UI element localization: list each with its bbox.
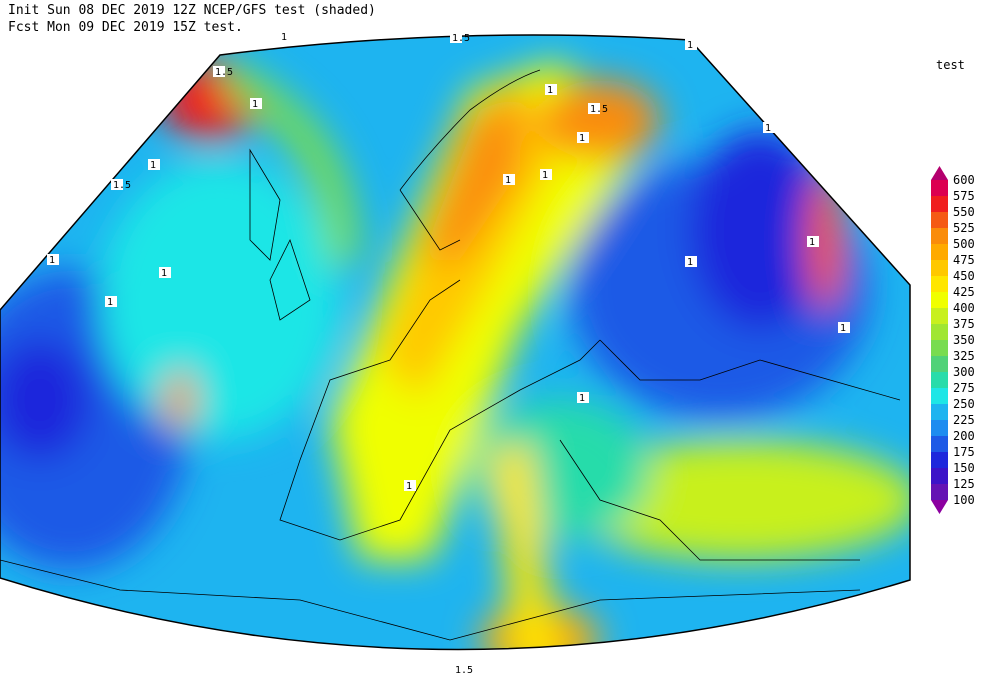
- contour-labels: 1.5 1.5 1.5 1 1 1.5 1 1 1 1 1 1 1 1 1 1 1 1 1 1 1 1.5: [47, 31, 850, 676]
- contour-label: 1: [505, 175, 511, 186]
- contour-label: 1: [252, 99, 258, 110]
- contour-label: 1: [406, 481, 412, 492]
- colorbar: 600 575 550 525 500 475 450 425 400 375 350 325 300 2…: [931, 166, 975, 514]
- map-border: [0, 34, 911, 651]
- contour-label-box: [577, 392, 589, 403]
- colorbar-box: [931, 308, 948, 324]
- colorbar-label: 250: [953, 397, 975, 411]
- colorbar-label: 450: [953, 269, 975, 283]
- contour-label: 1: [809, 237, 815, 248]
- colorbar-box: [931, 404, 948, 420]
- contour-label: 1.5: [452, 33, 470, 44]
- contour-label: 1: [687, 40, 693, 51]
- colorbar-box: [931, 324, 948, 340]
- colorbar-label: 300: [953, 365, 975, 379]
- contour-label: 1: [107, 297, 113, 308]
- contour-label: 1.5: [455, 665, 473, 676]
- contour-label-box: [148, 159, 160, 170]
- contour-label-box: [404, 480, 416, 491]
- contour-label: 1: [579, 133, 585, 144]
- colorbar-box: [931, 180, 948, 196]
- colorbar-box: [931, 484, 948, 500]
- colorbar-box: [931, 436, 948, 452]
- colorbar-box: [931, 356, 948, 372]
- contour-label-box: [807, 236, 819, 247]
- colorbar-label: 225: [953, 413, 975, 427]
- contour-label-box: [213, 66, 225, 77]
- colorbar-label: 500: [953, 237, 975, 251]
- contour-label-box: [763, 122, 775, 133]
- contour-label: 1: [840, 323, 846, 334]
- header-line: Fcst Mon 09 DEC 2019 15Z test.: [8, 20, 243, 35]
- contour-label: 1.5: [113, 180, 131, 191]
- shaded-field: [0, 35, 910, 650]
- contour-label-box: [685, 256, 697, 267]
- contour-label-box: [540, 169, 552, 180]
- colorbar-box: [931, 260, 948, 276]
- contour-label-box: [111, 179, 123, 190]
- contour-label-box: [105, 296, 117, 307]
- contour-label-box: [250, 98, 262, 109]
- colorbar-box: [931, 420, 948, 436]
- colorbar-label: 600: [953, 173, 975, 187]
- colorbar-box: [931, 388, 948, 404]
- coastlines: [0, 69, 901, 641]
- colorbar-label: 175: [953, 445, 975, 459]
- contour-label: 1.5: [590, 104, 608, 115]
- contour-label-box: [159, 267, 171, 278]
- colorbar-label: 150: [953, 461, 975, 475]
- contour-label-box: [577, 132, 589, 143]
- contour-label-box: [545, 84, 557, 95]
- colorbar-box: [931, 340, 948, 356]
- colorbar-label: 125: [953, 477, 975, 491]
- contour-label-box: [279, 31, 291, 42]
- colorbar-box: [931, 212, 948, 228]
- contour-label: 1: [150, 160, 156, 171]
- contour-label-box: [838, 322, 850, 333]
- contour-label: 1: [542, 170, 548, 181]
- contour-label-box: [450, 32, 462, 43]
- contour-label: 1: [281, 32, 287, 43]
- contour-label: 1.5: [215, 67, 233, 78]
- colorbar-box: [931, 276, 948, 292]
- contour-label: 1: [547, 85, 553, 96]
- header-line: Init Sun 08 DEC 2019 12Z NCEP/GFS test (…: [8, 3, 376, 18]
- colorbar-arrow: [931, 166, 948, 180]
- colorbar-label: 525: [953, 221, 975, 235]
- colorbar-box: [931, 468, 948, 484]
- colorbar-label: 275: [953, 381, 975, 395]
- colorbar-label: 350: [953, 333, 975, 347]
- colorbar-label: 425: [953, 285, 975, 299]
- contour-label: 1: [765, 123, 771, 134]
- colorbar-label: 325: [953, 349, 975, 363]
- colorbar-arrow: [931, 500, 948, 514]
- colorbar-label: 475: [953, 253, 975, 267]
- colorbar-box: [931, 196, 948, 212]
- colorbar-label: 575: [953, 189, 975, 203]
- contour-label-box: [453, 664, 465, 675]
- colorbar-label: 375: [953, 317, 975, 331]
- colorbar-label: 200: [953, 429, 975, 443]
- legend-title: test: [936, 58, 965, 72]
- colorbar-box: [931, 372, 948, 388]
- contour-label: 1: [49, 255, 55, 266]
- contour-label: 1: [161, 268, 167, 279]
- contour-label-box: [503, 174, 515, 185]
- contour-label: 1: [579, 393, 585, 404]
- colorbar-label: 400: [953, 301, 975, 315]
- colorbar-label: 550: [953, 205, 975, 219]
- colorbar-box: [931, 228, 948, 244]
- contour-label-box: [685, 39, 697, 50]
- contour-label-box: [47, 254, 59, 265]
- colorbar-label: 100: [953, 493, 975, 507]
- colorbar-box: [931, 452, 948, 468]
- contour-label-box: [588, 103, 600, 114]
- contour-label: 1: [687, 257, 693, 268]
- colorbar-box: [931, 292, 948, 308]
- colorbar-box: [931, 244, 948, 260]
